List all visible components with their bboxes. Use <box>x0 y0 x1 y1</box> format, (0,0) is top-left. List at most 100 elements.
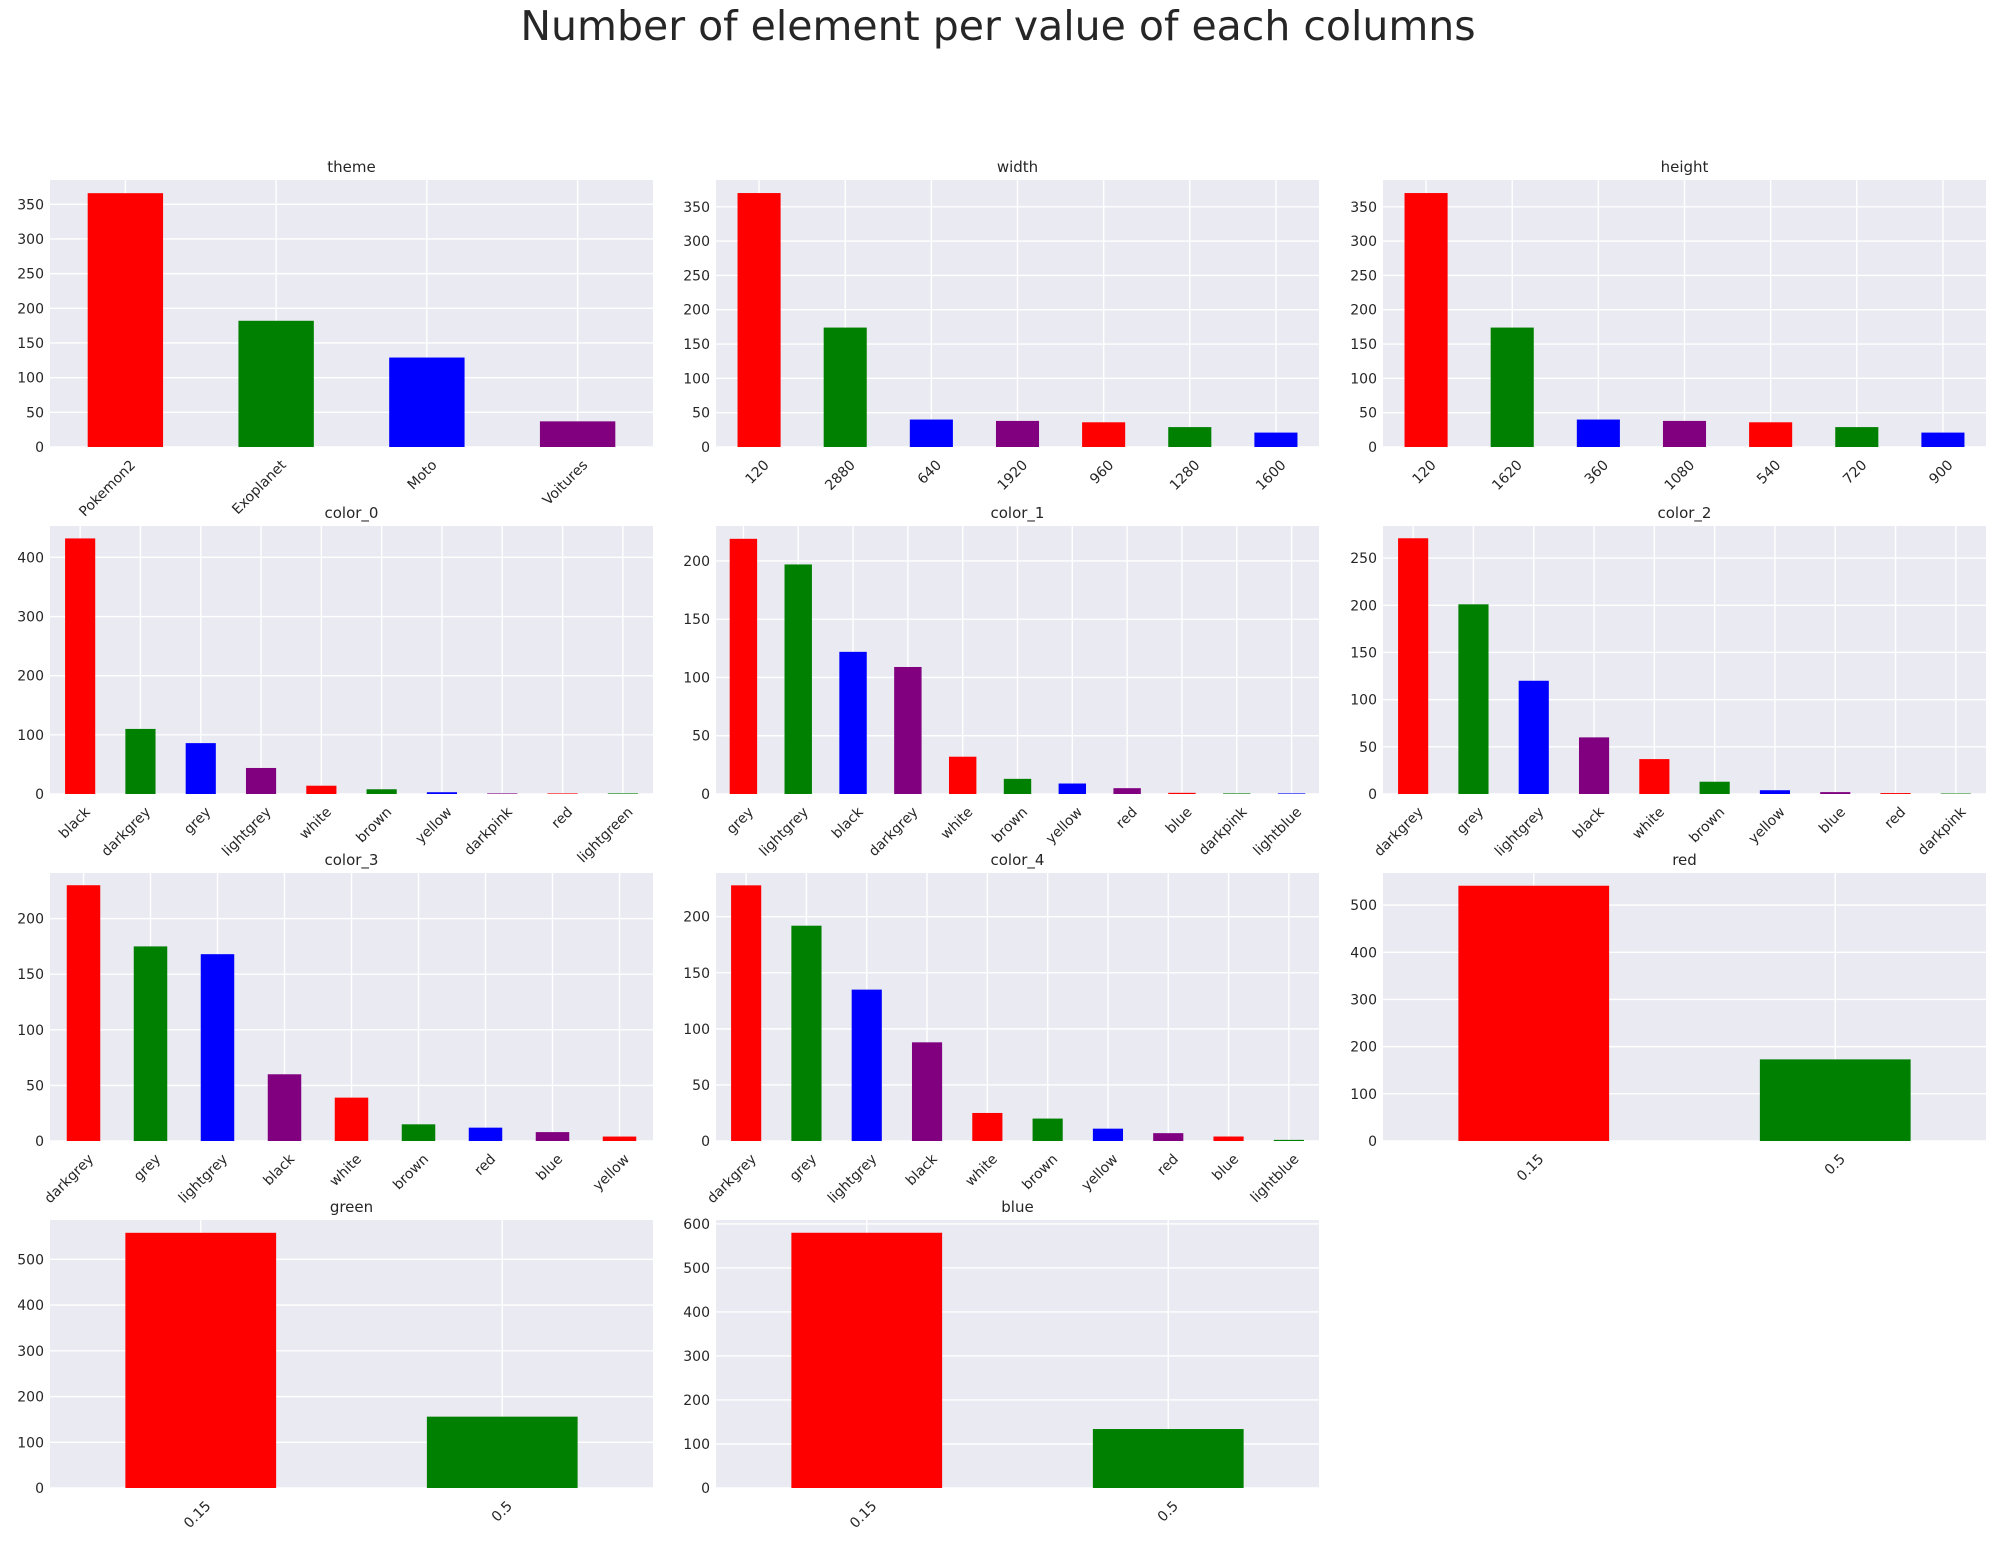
x-tick-label: lightgrey <box>219 804 274 859</box>
bar-1600 <box>1254 432 1298 447</box>
x-tick-label: black <box>1570 804 1608 842</box>
bar-lightgrey <box>851 989 882 1141</box>
bar-lightblue <box>1277 793 1306 794</box>
bar-360 <box>1576 419 1620 447</box>
bar-lightblue <box>1273 1139 1304 1141</box>
x-tick-label: yellow <box>1043 804 1086 847</box>
y-tick-label: 150 <box>17 336 44 352</box>
chart-color_4: 0 50 100 150 200 darkgrey grey lightgrey black wh… <box>683 851 1319 1207</box>
subplot-title: width <box>997 158 1038 176</box>
subplot-title: color_0 <box>325 504 379 523</box>
bar-yellow <box>1058 783 1087 794</box>
chart-width: 0 50 100 150 200 250 300 350 120 2880 640 1920 960 12… <box>683 158 1319 494</box>
x-tick-label: blue <box>1163 804 1196 837</box>
bar-0.5 <box>1092 1429 1244 1488</box>
y-tick-label: 0 <box>1368 440 1377 456</box>
x-tick-label: white <box>297 804 335 842</box>
y-tick-label: 50 <box>26 405 44 421</box>
bar-lightgrey <box>200 954 235 1141</box>
bar-blue <box>535 1132 570 1141</box>
bar-darkgrey <box>66 885 101 1141</box>
subplot-title: theme <box>327 158 375 176</box>
x-tick-label: 0.15 <box>847 1498 880 1531</box>
y-tick-label: 300 <box>17 610 44 626</box>
bar-1280 <box>1168 427 1212 447</box>
y-tick-label: 250 <box>17 267 44 283</box>
x-tick-label: darkgrey <box>866 804 922 860</box>
y-tick-label: 100 <box>1350 1087 1377 1103</box>
chart-theme: 0 50 100 150 200 250 300 350 Pokemon2 Exoplanet Mo… <box>17 158 653 520</box>
y-tick-label: 250 <box>1350 268 1377 284</box>
y-tick-label: 50 <box>26 1078 44 1094</box>
bar-brown <box>1699 781 1730 794</box>
bar-grey <box>791 925 822 1141</box>
x-tick-label: Voitures <box>540 457 591 508</box>
x-tick-label: brown <box>989 804 1031 846</box>
y-tick-label: 500 <box>17 1252 44 1268</box>
x-tick-label: lightgrey <box>176 1151 231 1206</box>
bar-blue <box>1168 792 1196 794</box>
subplot-title: height <box>1661 158 1709 176</box>
y-tick-label: 0 <box>701 787 710 803</box>
x-tick-label: darkgrey <box>704 1151 760 1207</box>
x-tick-label: black <box>903 1151 941 1189</box>
bar-black <box>1578 737 1610 794</box>
y-tick-label: 300 <box>17 232 44 248</box>
y-tick-label: 100 <box>683 371 710 387</box>
bar-red <box>1880 793 1911 794</box>
bar-yellow <box>1759 790 1791 794</box>
x-tick-label: red <box>472 1151 500 1179</box>
x-tick-label: black <box>829 804 867 842</box>
x-tick-label: lightgrey <box>756 804 811 859</box>
bar-white <box>972 1112 1003 1141</box>
bar-red <box>1153 1133 1184 1141</box>
x-tick-label: 0.5 <box>489 1498 516 1525</box>
bar-darkgrey <box>731 885 762 1141</box>
y-tick-label: 500 <box>1350 898 1377 914</box>
bar-blue <box>1820 792 1851 794</box>
x-tick-label: 0.5 <box>1155 1498 1182 1525</box>
y-tick-label: 100 <box>683 670 710 686</box>
bar-darkgrey <box>125 728 156 794</box>
bar-black <box>267 1074 302 1141</box>
bar-black <box>839 651 867 794</box>
x-tick-label: blue <box>533 1151 566 1184</box>
y-tick-label: 400 <box>17 1298 44 1314</box>
chart-color_3: 0 50 100 150 200 darkgrey grey lightgrey black wh… <box>17 851 653 1207</box>
y-tick-label: 50 <box>1359 740 1377 756</box>
bar-lightgrey <box>784 564 812 794</box>
y-tick-label: 150 <box>683 337 710 353</box>
x-tick-label: black <box>261 1151 299 1189</box>
bar-lightgreen <box>607 793 638 794</box>
x-tick-label: yellow <box>1079 1151 1122 1194</box>
bar-0.15 <box>791 1232 943 1488</box>
subplot-title: color_4 <box>991 851 1045 870</box>
y-tick-label: 0 <box>701 1481 710 1497</box>
x-tick-label: yellow <box>1746 804 1789 847</box>
x-tick-label: 0.15 <box>1514 1151 1547 1184</box>
x-tick-label: 120 <box>1409 457 1439 487</box>
x-tick-label: 360 <box>1582 457 1612 487</box>
y-tick-label: 200 <box>683 554 710 570</box>
y-tick-label: 350 <box>683 200 710 216</box>
x-tick-label: 0.5 <box>1822 1151 1849 1178</box>
bar-white <box>334 1097 369 1141</box>
x-tick-label: yellow <box>413 804 456 847</box>
bar-brown <box>1032 1118 1063 1141</box>
y-tick-label: 150 <box>683 966 710 982</box>
bar-640 <box>909 419 953 447</box>
x-tick-label: brown <box>390 1151 432 1193</box>
x-tick-label: 0.15 <box>181 1498 214 1531</box>
y-tick-label: 200 <box>1350 303 1377 319</box>
y-tick-label: 100 <box>1350 693 1377 709</box>
bar-1620 <box>1490 327 1534 447</box>
y-tick-label: 200 <box>1350 1040 1377 1056</box>
bar-lightgrey <box>245 767 277 794</box>
y-tick-label: 300 <box>1350 234 1377 250</box>
x-tick-label: 120 <box>742 457 772 487</box>
bar-900 <box>1921 432 1965 447</box>
x-tick-label: red <box>1113 804 1141 832</box>
y-tick-label: 100 <box>1350 371 1377 387</box>
y-tick-label: 200 <box>17 301 44 317</box>
bar-1920 <box>995 420 1040 447</box>
